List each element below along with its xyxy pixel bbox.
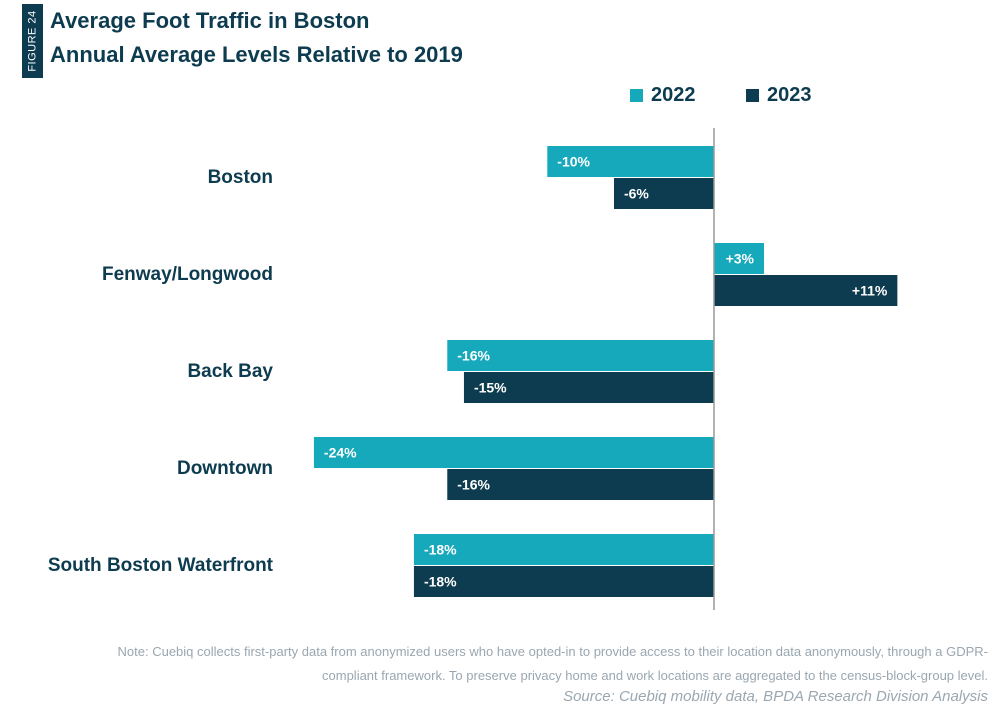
data-label-2023-fenway-longwood: +11% bbox=[852, 283, 888, 299]
chart-note: Note: Cuebiq collects first-party data f… bbox=[117, 644, 988, 683]
legend-item-2022: 2022 bbox=[630, 84, 696, 107]
bar-2022-boston bbox=[547, 146, 714, 177]
data-label-2022-downtown: -24% bbox=[324, 445, 357, 461]
bar-2023-fenway-longwood bbox=[714, 275, 898, 306]
chart-source: Source: Cuebiq mobility data, BPDA Resea… bbox=[563, 688, 988, 705]
legend-swatch-2022 bbox=[630, 89, 643, 102]
bar-2023-south-boston-waterfront bbox=[413, 566, 714, 597]
category-label-south-boston-waterfront: South Boston Waterfront bbox=[48, 555, 274, 576]
bar-2023-back-bay bbox=[463, 372, 714, 403]
data-label-2023-back-bay: -15% bbox=[474, 380, 507, 396]
legend-swatch-2023 bbox=[746, 89, 759, 102]
legend-item-2023: 2023 bbox=[746, 84, 812, 107]
category-label-boston: Boston bbox=[208, 167, 273, 188]
data-label-2022-boston: -10% bbox=[557, 154, 590, 170]
chart-subtitle: Annual Average Levels Relative to 2019 bbox=[50, 42, 463, 67]
bar-2023-boston bbox=[613, 178, 714, 209]
figure-label-tab: FIGURE 24 bbox=[22, 4, 43, 78]
bar-2023-downtown bbox=[447, 469, 714, 500]
data-label-2022-back-bay: -16% bbox=[457, 348, 490, 364]
category-label-back-bay: Back Bay bbox=[187, 361, 273, 382]
bar-2022-downtown bbox=[313, 437, 714, 468]
data-label-2022-fenway-longwood: +3% bbox=[726, 251, 755, 267]
chart-title: Average Foot Traffic in Boston bbox=[50, 8, 370, 33]
legend-label-2023: 2023 bbox=[767, 84, 812, 106]
bar-2022-fenway-longwood bbox=[714, 243, 765, 274]
bar-chart: Boston -10% -6% Fenway/Longwood +3% +11% Back … bbox=[48, 128, 898, 610]
data-label-2023-boston: -6% bbox=[624, 186, 649, 202]
bar-2022-back-bay bbox=[447, 340, 714, 371]
data-label-2022-south-boston-waterfront: -18% bbox=[424, 542, 457, 558]
bar-2022-south-boston-waterfront bbox=[413, 534, 714, 565]
data-label-2023-south-boston-waterfront: -18% bbox=[424, 574, 457, 590]
category-label-downtown: Downtown bbox=[177, 458, 273, 479]
data-label-2023-downtown: -16% bbox=[457, 477, 490, 493]
legend-label-2022: 2022 bbox=[651, 84, 696, 106]
category-label-fenway-longwood: Fenway/Longwood bbox=[102, 264, 273, 285]
